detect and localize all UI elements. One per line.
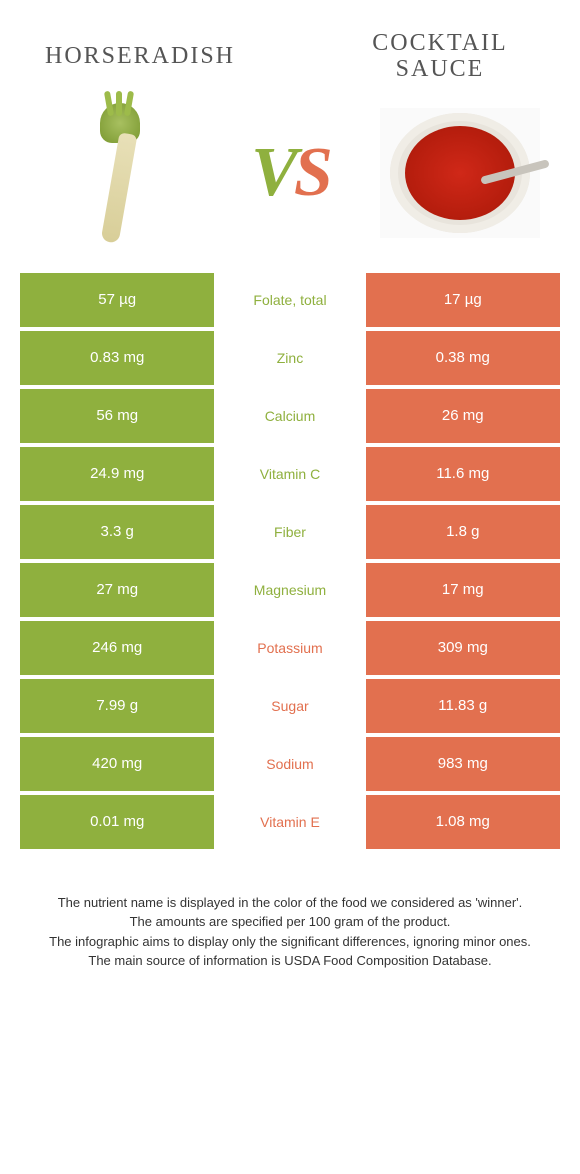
nutrient-label: Fiber xyxy=(214,505,365,559)
footnote-line: The infographic aims to display only the… xyxy=(40,932,540,952)
table-row: 24.9 mgVitamin C11.6 mg xyxy=(20,447,560,501)
footnote-line: The main source of information is USDA F… xyxy=(40,951,540,971)
table-row: 246 mgPotassium309 mg xyxy=(20,621,560,675)
left-value: 57 µg xyxy=(20,273,214,327)
table-row: 0.01 mgVitamin E1.08 mg xyxy=(20,795,560,849)
nutrient-label: Vitamin E xyxy=(214,795,365,849)
table-row: 420 mgSodium983 mg xyxy=(20,737,560,791)
nutrient-label: Potassium xyxy=(214,621,365,675)
vs-s: S xyxy=(294,134,329,211)
table-row: 7.99 gSugar11.83 g xyxy=(20,679,560,733)
nutrient-label: Folate, total xyxy=(214,273,365,327)
footnote: The nutrient name is displayed in the co… xyxy=(0,853,580,971)
footnote-line: The nutrient name is displayed in the co… xyxy=(40,893,540,913)
nutrient-label: Sugar xyxy=(214,679,365,733)
nutrient-label: Zinc xyxy=(214,331,365,385)
cocktail-sauce-image xyxy=(380,93,540,253)
nutrient-label: Vitamin C xyxy=(214,447,365,501)
footnote-line: The amounts are specified per 100 gram o… xyxy=(40,912,540,932)
images-row: VS xyxy=(0,93,580,273)
left-food-title: HORSERADISH xyxy=(40,43,240,70)
table-row: 56 mgCalcium26 mg xyxy=(20,389,560,443)
header: HORSERADISH COCKTAIL SAUCE xyxy=(0,0,580,93)
right-food-title: COCKTAIL SAUCE xyxy=(340,30,540,83)
right-value: 11.83 g xyxy=(366,679,560,733)
left-value: 420 mg xyxy=(20,737,214,791)
nutrient-label: Magnesium xyxy=(214,563,365,617)
left-value: 7.99 g xyxy=(20,679,214,733)
right-value: 1.8 g xyxy=(366,505,560,559)
left-value: 0.83 mg xyxy=(20,331,214,385)
left-value: 27 mg xyxy=(20,563,214,617)
nutrient-label: Sodium xyxy=(214,737,365,791)
right-value: 17 µg xyxy=(366,273,560,327)
table-row: 3.3 gFiber1.8 g xyxy=(20,505,560,559)
left-value: 3.3 g xyxy=(20,505,214,559)
table-row: 57 µgFolate, total17 µg xyxy=(20,273,560,327)
horseradish-image xyxy=(40,93,200,253)
table-row: 0.83 mgZinc0.38 mg xyxy=(20,331,560,385)
right-value: 26 mg xyxy=(366,389,560,443)
left-value: 24.9 mg xyxy=(20,447,214,501)
right-value: 11.6 mg xyxy=(366,447,560,501)
left-value: 246 mg xyxy=(20,621,214,675)
vs-v: V xyxy=(251,134,294,211)
right-value: 309 mg xyxy=(366,621,560,675)
vs-label: VS xyxy=(251,133,329,213)
left-value: 0.01 mg xyxy=(20,795,214,849)
left-value: 56 mg xyxy=(20,389,214,443)
table-row: 27 mgMagnesium17 mg xyxy=(20,563,560,617)
right-value: 1.08 mg xyxy=(366,795,560,849)
right-value: 0.38 mg xyxy=(366,331,560,385)
nutrient-table: 57 µgFolate, total17 µg0.83 mgZinc0.38 m… xyxy=(0,273,580,849)
nutrient-label: Calcium xyxy=(214,389,365,443)
right-value: 17 mg xyxy=(366,563,560,617)
right-value: 983 mg xyxy=(366,737,560,791)
